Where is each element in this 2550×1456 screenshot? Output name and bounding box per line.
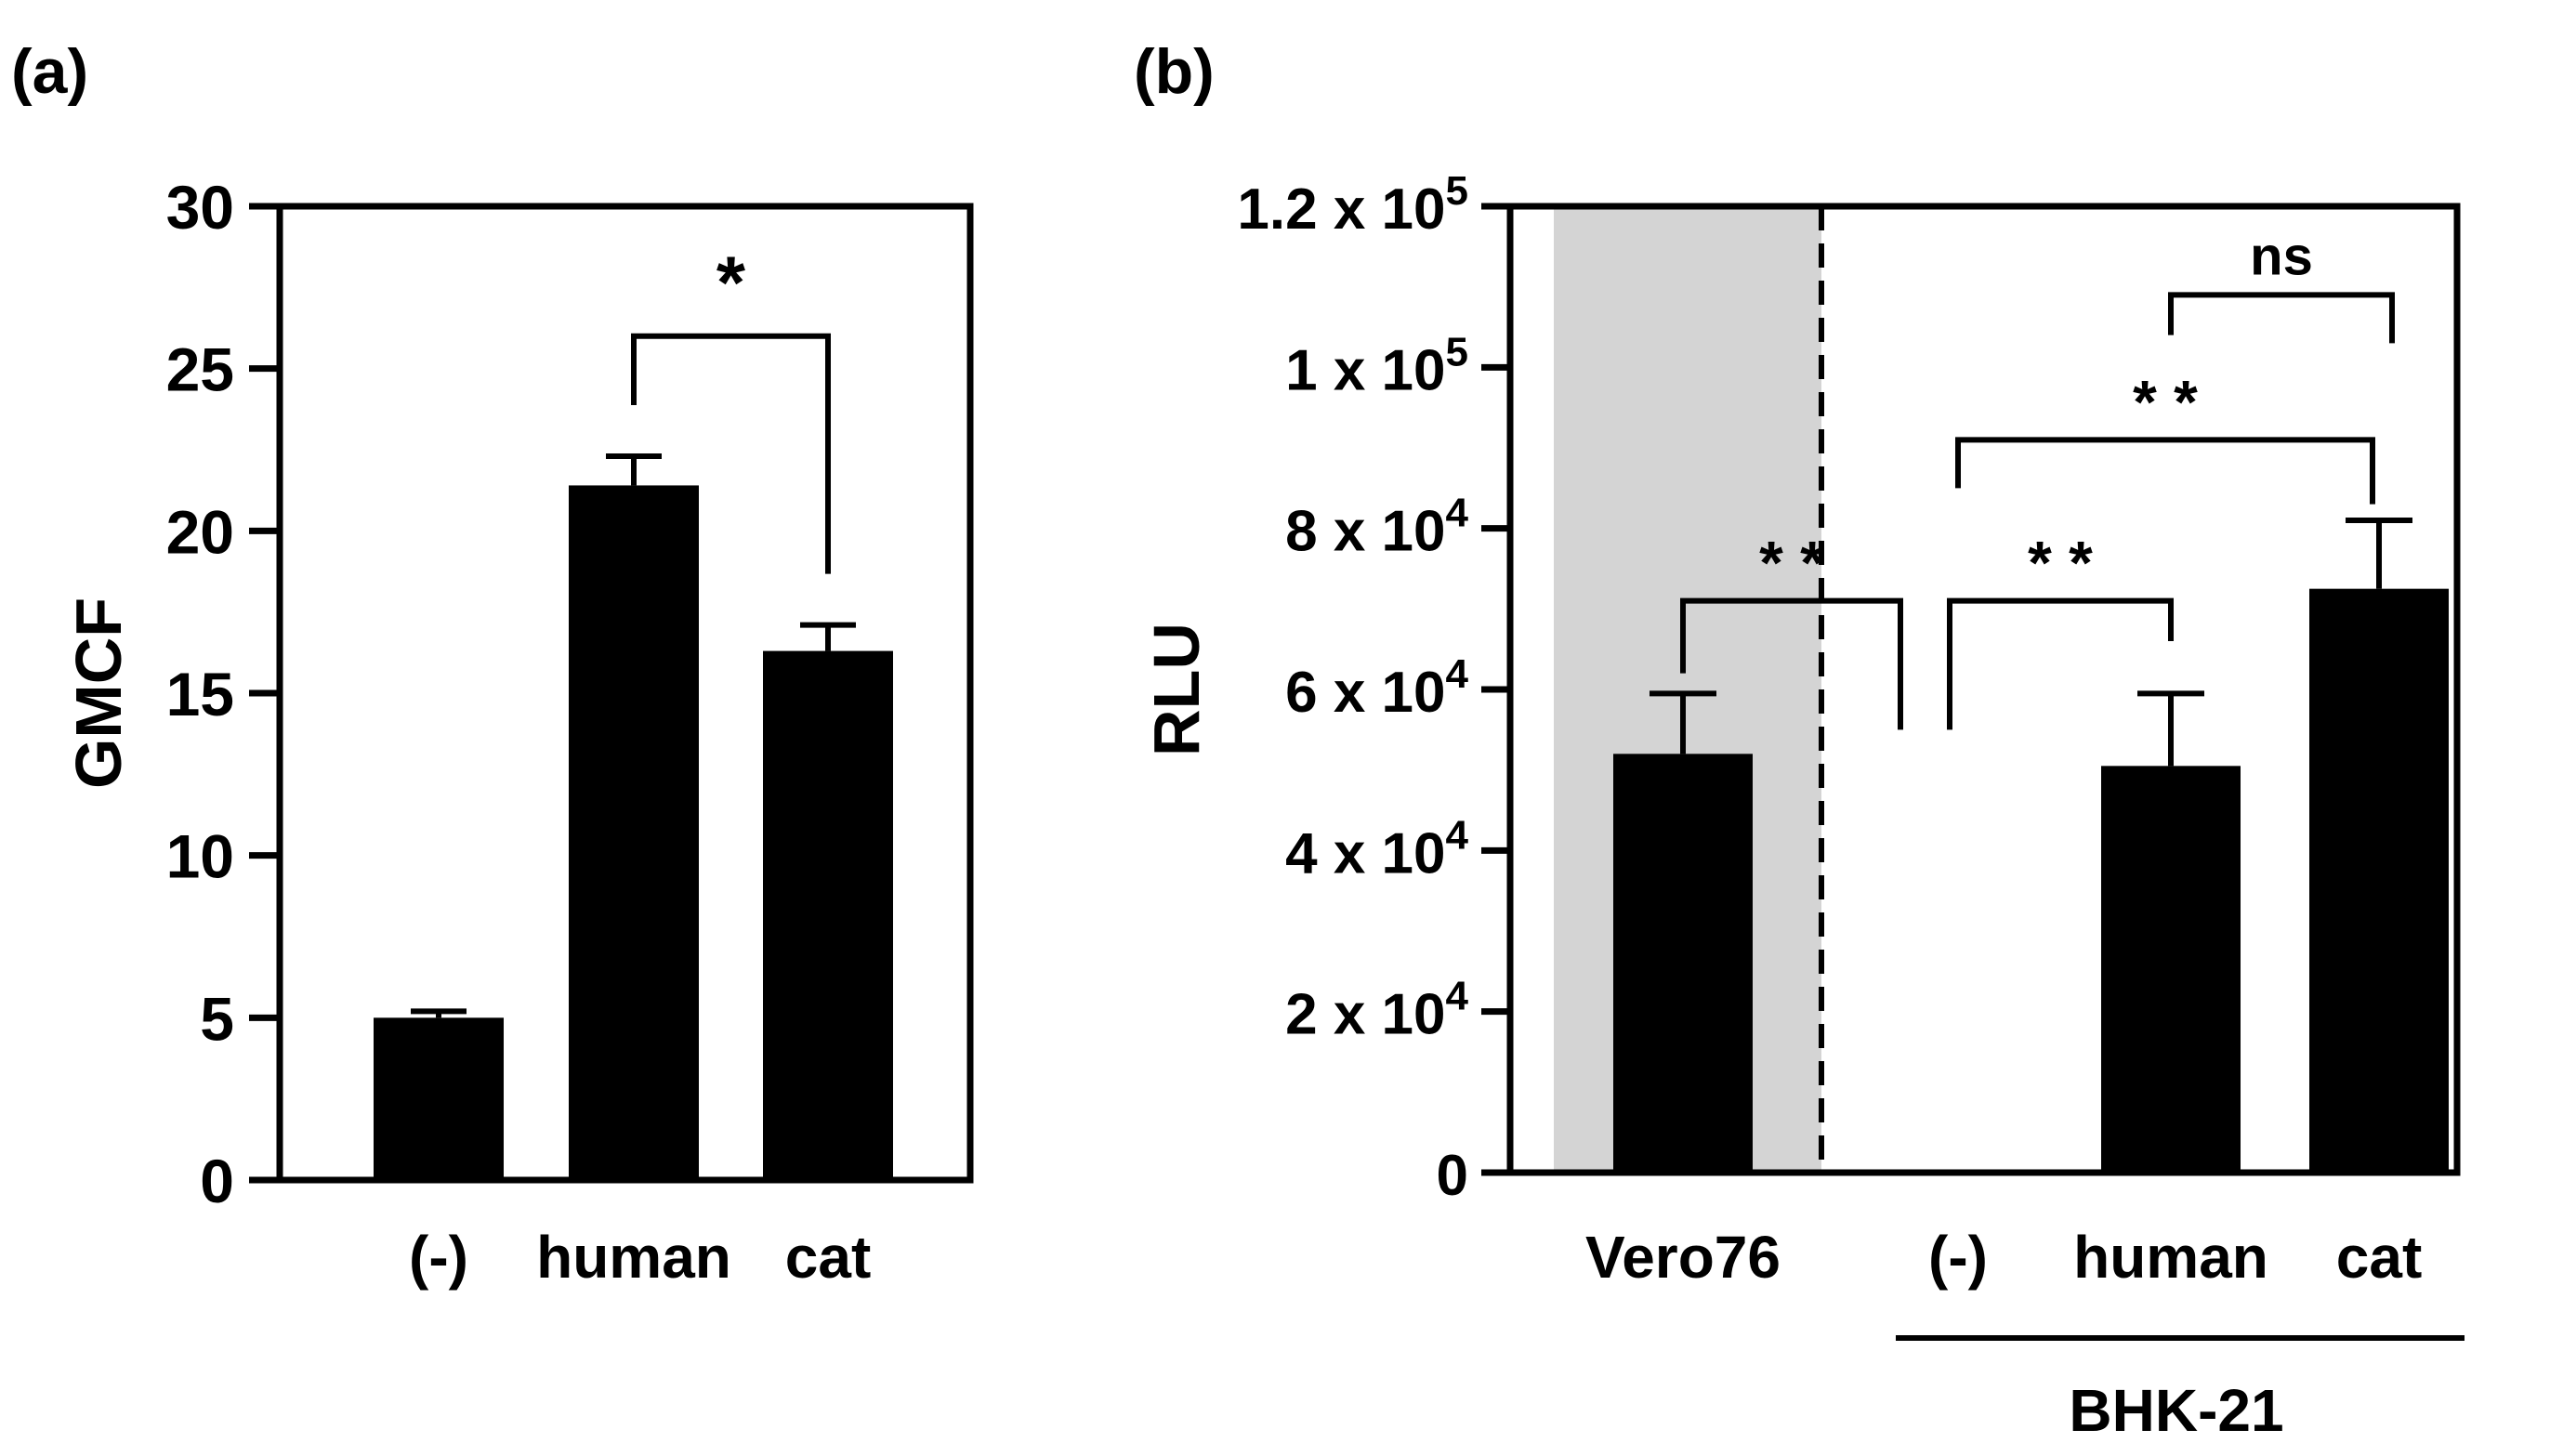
- panel-a-y-tick-label: 15: [166, 660, 234, 728]
- group-label-bhk21: BHK-21: [2069, 1377, 2283, 1444]
- panel-b-y-tick-label: 4 x 104: [1285, 812, 1468, 885]
- panel-b-sig-neg-vs-cat-bracket: [1955, 437, 2375, 505]
- panel-b-bar-3: [2309, 588, 2449, 1173]
- panel-b-x-tick-label: human: [2073, 1224, 2268, 1291]
- panel-a-bar-1: [569, 485, 699, 1180]
- panel-b-y-tick-label: 8 x 104: [1285, 491, 1468, 564]
- panel-b-sig-human-vs-cat-label: ns: [2250, 226, 2313, 286]
- panel-a-x-tick-label: (-): [409, 1224, 468, 1291]
- panel-b-sig-neg-vs-human-label: * *: [2028, 529, 2093, 597]
- panel-b-y-tick-label: 2 x 104: [1285, 974, 1468, 1047]
- panel-b-sig-vero-vs-neg-label: * *: [1759, 529, 1824, 597]
- exponent: 4: [1446, 812, 1469, 858]
- exponent: 4: [1446, 491, 1469, 536]
- panel-b-sig-vero-vs-neg-bracket: [1680, 597, 1903, 730]
- exponent: 4: [1446, 651, 1469, 697]
- panel-a-significance-bracket: [631, 333, 831, 574]
- panel-b-x-tick-label: (-): [1928, 1224, 1988, 1291]
- panel-b: (b) 0 2 x 104 4 x 104 6 x 104 8 x 104 1 x 105…: [1134, 36, 2465, 1444]
- panel-b-sig-human-vs-cat-bracket: [2168, 292, 2395, 344]
- exponent: 4: [1446, 974, 1469, 1019]
- panel-b-y-tick-label: 1.2 x 105: [1237, 168, 1468, 242]
- panel-b-x-tick-label: cat: [2336, 1224, 2423, 1291]
- panel-a-bar-2: [763, 650, 893, 1180]
- panel-a-y-tick-label: 5: [200, 984, 234, 1053]
- panel-a-significance-label: *: [716, 242, 746, 324]
- panel-a-y-tick-label: 25: [166, 335, 234, 404]
- panel-a-y-tick-label: 10: [166, 822, 234, 891]
- panel-a-y-tick-label: 20: [166, 497, 234, 566]
- panel-b-bar-0: [1613, 754, 1753, 1173]
- panel-a-label: (a): [11, 36, 88, 107]
- panel-a-x-tick-label: cat: [785, 1224, 872, 1291]
- panel-b-sig-neg-vs-cat-label: * *: [2133, 367, 2198, 436]
- panel-b-y-tick-label: 1 x 105: [1285, 329, 1468, 402]
- panel-a-x-tick-label: human: [536, 1224, 731, 1291]
- panel-b-y-tick-label: 6 x 104: [1285, 651, 1468, 725]
- exponent: 5: [1446, 329, 1468, 374]
- panel-b-y-axis-label: RLU: [1140, 623, 1213, 756]
- panel-a-y-axis-label: GMCF: [62, 597, 135, 789]
- panel-b-x-tick-label: Vero76: [1585, 1224, 1781, 1291]
- panel-a-bar-0: [374, 1017, 504, 1180]
- panel-b-y-tick-label: 0: [1437, 1144, 1468, 1208]
- panel-b-sig-neg-vs-human-bracket: [1947, 597, 2174, 730]
- panel-a-y-tick-label: 30: [166, 173, 234, 242]
- panel-b-label: (b): [1134, 36, 1215, 107]
- exponent: 5: [1446, 168, 1468, 214]
- panel-a-y-tick-label: 0: [200, 1147, 234, 1215]
- panel-a: (a) 0 5 10 15 20 25 30 (-) human cat * GMCF: [11, 36, 974, 1291]
- panel-b-bar-2: [2101, 766, 2241, 1173]
